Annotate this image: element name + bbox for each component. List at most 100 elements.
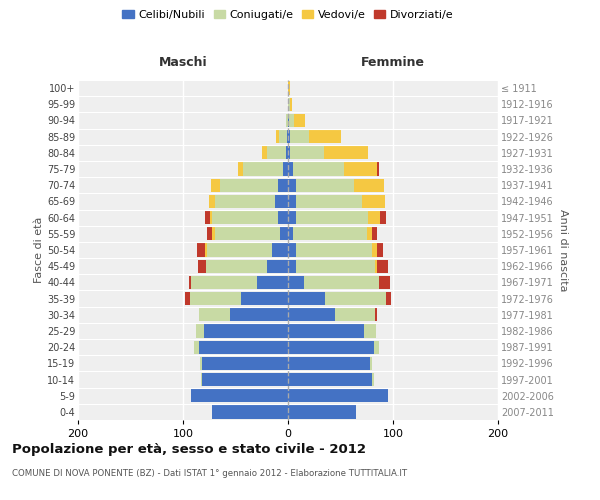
Bar (280, 227, 288, 240)
Bar (377, 244, 383, 256)
Bar (288, 82, 290, 94)
Bar (197, 244, 205, 256)
Bar (243, 162, 283, 175)
Bar (375, 260, 377, 273)
Bar (372, 373, 374, 386)
Bar (207, 244, 272, 256)
Bar (309, 130, 341, 143)
Bar (277, 130, 278, 143)
Bar (205, 244, 207, 256)
Bar (209, 195, 215, 208)
Bar (196, 324, 204, 338)
Bar (215, 195, 275, 208)
Bar (288, 406, 356, 418)
Bar (377, 260, 388, 273)
Bar (290, 130, 309, 143)
Bar (377, 162, 379, 175)
Bar (288, 178, 296, 192)
Bar (287, 130, 288, 143)
Bar (288, 162, 293, 175)
Bar (288, 308, 335, 322)
Bar (288, 114, 289, 127)
Bar (190, 292, 241, 305)
Bar (368, 211, 380, 224)
Bar (199, 308, 230, 322)
Bar (277, 211, 288, 224)
Bar (277, 178, 288, 192)
Bar (354, 178, 383, 192)
Bar (324, 146, 368, 160)
Bar (290, 98, 292, 111)
Bar (289, 114, 295, 127)
Bar (207, 227, 212, 240)
Bar (386, 292, 391, 305)
Text: Popolazione per età, sesso e stato civile - 2012: Popolazione per età, sesso e stato civil… (12, 442, 366, 456)
Bar (288, 356, 370, 370)
Bar (288, 98, 290, 111)
Bar (202, 373, 288, 386)
Bar (304, 276, 379, 289)
Bar (212, 406, 288, 418)
Bar (212, 211, 277, 224)
Bar (288, 130, 290, 143)
Bar (296, 195, 361, 208)
Bar (296, 211, 368, 224)
Legend: Celibi/Nubili, Coniugati/e, Vedovi/e, Divorziati/e: Celibi/Nubili, Coniugati/e, Vedovi/e, Di… (118, 6, 458, 25)
Bar (230, 308, 288, 322)
Bar (288, 373, 372, 386)
Bar (288, 146, 290, 160)
Bar (257, 276, 288, 289)
Bar (370, 356, 372, 370)
Bar (199, 340, 288, 354)
Bar (283, 162, 288, 175)
Bar (262, 146, 267, 160)
Bar (286, 146, 288, 160)
Bar (288, 276, 304, 289)
Bar (364, 324, 376, 338)
Bar (296, 244, 372, 256)
Bar (278, 130, 287, 143)
Bar (293, 162, 344, 175)
Bar (238, 162, 243, 175)
Bar (288, 324, 364, 338)
Y-axis label: Anni di nascita: Anni di nascita (557, 208, 568, 291)
Bar (201, 373, 202, 386)
Bar (286, 114, 288, 127)
Bar (293, 227, 367, 240)
Bar (190, 276, 191, 289)
Bar (380, 211, 386, 224)
Bar (288, 292, 325, 305)
Bar (295, 114, 305, 127)
Bar (288, 211, 296, 224)
Bar (288, 389, 388, 402)
Bar (267, 260, 288, 273)
Bar (206, 260, 267, 273)
Bar (205, 211, 210, 224)
Y-axis label: Fasce di età: Fasce di età (34, 217, 44, 283)
Bar (335, 308, 375, 322)
Bar (325, 292, 386, 305)
Bar (191, 389, 288, 402)
Bar (288, 227, 293, 240)
Bar (267, 146, 286, 160)
Bar (210, 211, 212, 224)
Bar (275, 195, 288, 208)
Bar (197, 260, 206, 273)
Bar (379, 276, 390, 289)
Bar (290, 146, 324, 160)
Bar (185, 292, 190, 305)
Text: Femmine: Femmine (361, 56, 425, 70)
Bar (288, 260, 296, 273)
Bar (367, 227, 372, 240)
Bar (374, 340, 379, 354)
Bar (200, 356, 202, 370)
Bar (372, 244, 377, 256)
Bar (193, 340, 199, 354)
Bar (296, 260, 375, 273)
Bar (272, 244, 288, 256)
Bar (241, 292, 288, 305)
Bar (288, 340, 374, 354)
Text: COMUNE DI NOVA PONENTE (BZ) - Dati ISTAT 1° gennaio 2012 - Elaborazione TUTTITAL: COMUNE DI NOVA PONENTE (BZ) - Dati ISTAT… (12, 469, 407, 478)
Bar (220, 178, 277, 192)
Bar (372, 227, 377, 240)
